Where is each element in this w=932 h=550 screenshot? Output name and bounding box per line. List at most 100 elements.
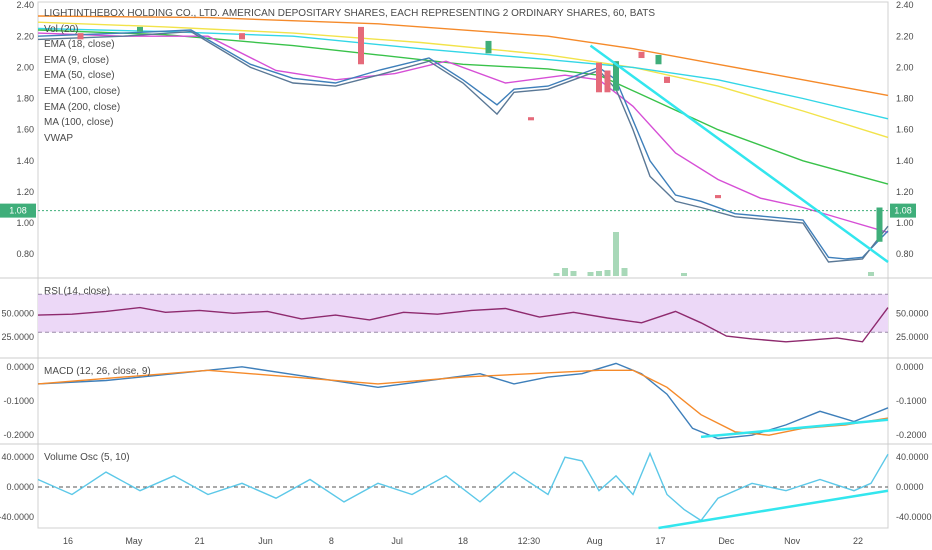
y-tick-label-left: 1.40 (16, 156, 34, 166)
series-line (37, 451, 889, 522)
rsi-band (38, 294, 888, 333)
y-tick-label-right: -0.2000 (896, 430, 927, 440)
volume-bar (613, 232, 619, 276)
y-tick-label-left: 0.0000 (6, 482, 34, 492)
volume-bar (621, 268, 628, 276)
macd-panel-title: MACD (12, 26, close, 9) (44, 366, 151, 377)
y-tick-label-left: 1.00 (16, 218, 34, 228)
y-tick-label-right: 0.0000 (896, 362, 924, 372)
rsi-panel-title: RSI (14, close) (44, 286, 111, 297)
y-tick-label-right: 0.80 (896, 249, 914, 259)
chart-title: LIGHTINTHEBOX HOLDING CO., LTD. AMERICAN… (44, 8, 656, 19)
y-tick-label-left: 0.80 (16, 249, 34, 259)
last-price-label-right: 1.08 (894, 206, 912, 216)
trend-line (700, 418, 889, 439)
series-line (37, 29, 889, 260)
y-tick-label-right: 0.0000 (896, 482, 924, 492)
y-tick-label-right: 2.20 (896, 31, 914, 41)
candle-red (604, 70, 611, 93)
candle-green (485, 40, 492, 54)
last-price-label-left: 1.08 (9, 206, 27, 216)
y-tick-label-right: 50.0000 (896, 308, 929, 318)
legend: LIGHTINTHEBOX HOLDING CO., LTD. AMERICAN… (44, 6, 655, 146)
candle-red (239, 33, 245, 40)
x-tick-label: 17 (655, 536, 665, 546)
volume-bar (596, 271, 602, 276)
y-tick-label-left: 0.0000 (6, 362, 34, 372)
y-tick-label-left: 2.20 (16, 31, 34, 41)
candle-red (638, 51, 645, 59)
volume-bar (553, 273, 560, 276)
x-tick-label: Nov (784, 536, 801, 546)
volume-bar (604, 270, 611, 276)
volosc-panel-title: Volume Osc (5, 10) (44, 452, 130, 463)
y-tick-label-left: 50.0000 (1, 308, 34, 318)
last-price-tag-right (890, 203, 916, 218)
y-tick-label-right: 1.00 (896, 218, 914, 228)
x-tick-label: Aug (587, 536, 603, 546)
candle-green (655, 54, 662, 65)
series-line (37, 15, 889, 97)
legend-item: MA (100, close) (44, 117, 114, 129)
y-tick-label-left: 25.0000 (1, 332, 34, 342)
volume-bar (562, 268, 568, 276)
y-tick-label-left: 40.0000 (1, 452, 34, 462)
legend-item: EMA (100, close) (44, 85, 121, 97)
candle-red (664, 76, 670, 83)
y-tick-label-left: 1.80 (16, 94, 34, 104)
series-line (37, 306, 889, 343)
x-tick-label: Jul (391, 536, 403, 546)
x-tick-label: 18 (458, 536, 468, 546)
series-line (37, 362, 889, 440)
series-line (37, 27, 889, 120)
candle-green (876, 207, 883, 242)
x-tick-label: 22 (853, 536, 863, 546)
candle-red (596, 62, 602, 93)
trend-line (589, 44, 889, 263)
x-tick-label: 16 (63, 536, 73, 546)
y-tick-label-left: 2.00 (16, 62, 34, 72)
legend-item: Vol (20) (44, 23, 79, 35)
series-line (37, 29, 889, 185)
plot-frame (37, 1, 889, 529)
candle-red (358, 26, 364, 65)
x-tick-label: Dec (718, 536, 735, 546)
x-tick-label: May (125, 536, 143, 546)
x-tick-label: 21 (195, 536, 205, 546)
y-tick-label-right: 1.60 (896, 125, 914, 135)
series-line (37, 21, 889, 139)
y-tick-label-right: -0.1000 (896, 396, 927, 406)
y-tick-label-left: 2.40 (16, 0, 34, 10)
volume-bar (570, 271, 577, 276)
y-tick-label-right: 40.0000 (896, 452, 929, 462)
y-tick-label-left: 1.20 (16, 187, 34, 197)
x-tick-label: 8 (329, 536, 334, 546)
x-tick-label: Jun (258, 536, 273, 546)
y-tick-label-right: 1.40 (896, 156, 914, 166)
volume-bar (868, 272, 874, 276)
series-line (37, 30, 889, 263)
volume-bar (587, 272, 594, 276)
volume-bar (681, 273, 687, 276)
legend-item: VWAP (44, 132, 74, 144)
series-line (37, 369, 889, 436)
y-tick-label-left: -0.2000 (3, 430, 34, 440)
candle-green (137, 26, 143, 32)
candle-red (528, 117, 534, 121)
legend-item: EMA (200, close) (44, 101, 121, 113)
trend-line (658, 489, 889, 530)
y-tick-label-right: 2.00 (896, 62, 914, 72)
y-tick-label-right: 1.80 (896, 94, 914, 104)
series-line (37, 32, 889, 234)
candle-red (77, 33, 84, 40)
candle-green (613, 61, 619, 91)
y-tick-label-left: -40.0000 (0, 512, 34, 522)
y-tick-label-right: 1.20 (896, 187, 914, 197)
legend-item: EMA (50, close) (44, 70, 115, 82)
y-tick-label-right: -40.0000 (896, 512, 932, 522)
legend-item: EMA (9, close) (44, 54, 110, 66)
y-tick-label-right: 2.40 (896, 0, 914, 10)
y-tick-label-left: -0.1000 (3, 396, 34, 406)
last-price-tag-left (0, 203, 36, 218)
